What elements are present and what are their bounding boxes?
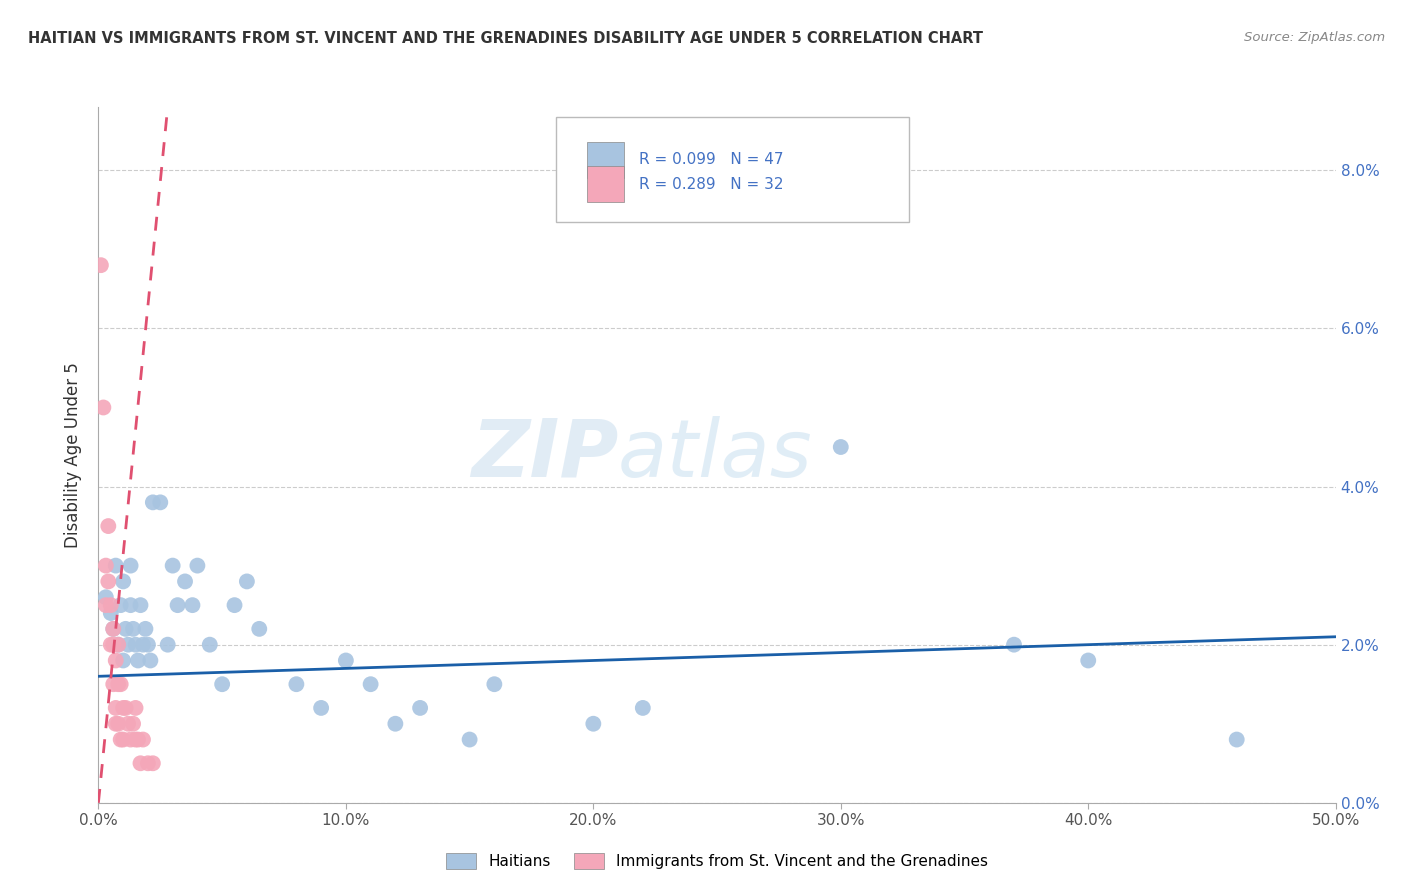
Point [124,732,146,747]
Point [830,440,852,454]
Point [409,701,432,715]
Y-axis label: Disability Age Under 5: Disability Age Under 5 [65,362,83,548]
Point [631,701,654,715]
Point [132,638,155,652]
Legend: Haitians, Immigrants from St. Vincent and the Grenadines: Haitians, Immigrants from St. Vincent an… [440,847,994,875]
Point [107,638,129,652]
Point [117,638,139,652]
Point [129,756,152,771]
Point [117,716,139,731]
Point [285,677,308,691]
Point [134,622,156,636]
Point [90,258,112,272]
Point [582,716,605,731]
Point [97,574,120,589]
FancyBboxPatch shape [588,166,624,202]
Point [103,622,125,636]
Point [104,701,127,715]
Text: ZIP: ZIP [471,416,619,494]
Point [458,732,481,747]
Point [484,677,506,691]
Text: atlas: atlas [619,416,813,494]
Point [112,701,135,715]
Point [103,638,125,652]
Point [174,574,197,589]
Point [120,732,142,747]
Point [93,401,115,415]
Text: HAITIAN VS IMMIGRANTS FROM ST. VINCENT AND THE GRENADINES DISABILITY AGE UNDER 5: HAITIAN VS IMMIGRANTS FROM ST. VINCENT A… [28,31,983,46]
Point [94,591,117,605]
Point [186,558,208,573]
Point [107,677,129,691]
Point [360,677,382,691]
Point [129,598,152,612]
Point [104,716,127,731]
Point [110,677,132,691]
Point [162,558,184,573]
Point [107,638,129,652]
Text: R = 0.099   N = 47: R = 0.099 N = 47 [640,153,783,168]
Point [211,677,233,691]
Point [198,638,221,652]
Point [309,701,332,715]
Point [100,606,122,620]
Point [104,558,127,573]
Point [384,716,406,731]
Point [94,598,117,612]
Point [112,574,135,589]
Point [139,653,162,667]
Text: R = 0.289   N = 32: R = 0.289 N = 32 [640,177,783,192]
Point [94,558,117,573]
Text: Source: ZipAtlas.com: Source: ZipAtlas.com [1244,31,1385,45]
Point [103,622,125,636]
FancyBboxPatch shape [557,118,908,222]
Point [1077,653,1099,667]
Point [181,598,204,612]
Point [120,558,142,573]
Point [156,638,179,652]
Point [112,653,135,667]
Point [107,716,129,731]
Point [136,756,159,771]
Point [100,638,122,652]
Point [122,622,145,636]
Point [124,701,146,715]
Point [104,653,127,667]
Point [166,598,188,612]
Point [247,622,270,636]
Point [124,638,146,652]
Point [127,732,149,747]
Point [236,574,259,589]
Point [122,716,145,731]
Point [114,701,136,715]
FancyBboxPatch shape [588,142,624,178]
Point [127,653,149,667]
Point [100,598,122,612]
Point [335,653,357,667]
Point [103,677,125,691]
Point [149,495,172,509]
Point [224,598,246,612]
Point [136,638,159,652]
Point [1002,638,1025,652]
Point [114,622,136,636]
Point [132,732,155,747]
Point [142,495,165,509]
Point [112,732,135,747]
Point [110,732,132,747]
Point [120,598,142,612]
Point [110,598,132,612]
Point [97,519,120,533]
Point [1226,732,1249,747]
Point [142,756,165,771]
